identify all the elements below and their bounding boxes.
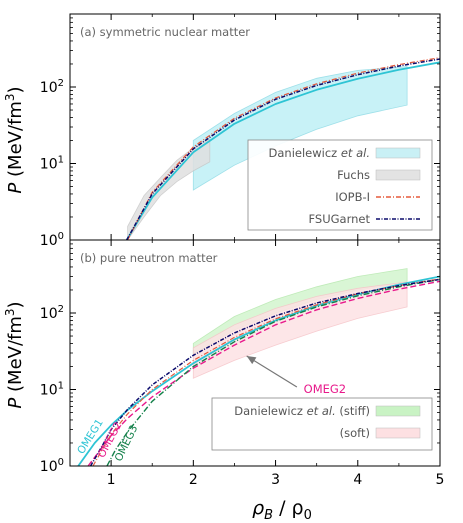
x-tick-label: 5 (436, 472, 445, 488)
series-line-omeg1 (125, 61, 440, 240)
band--soft- (192, 281, 408, 379)
legend-label: IOPB-I (335, 190, 370, 204)
y-tick-label: 102 (40, 78, 64, 96)
panel-title: (a) symmetric nuclear matter (80, 25, 250, 39)
legend-swatch (375, 147, 421, 159)
legend-swatch (375, 169, 421, 181)
x-axis-label: ρB / ρ0 (252, 497, 312, 523)
annotation-label: OMEG2 (304, 382, 346, 396)
legend-box (211, 397, 433, 451)
annotation-arrow-line (246, 355, 298, 388)
legend-label: Danielewicz et al. (269, 146, 371, 160)
legend-label: Danielewicz et al. (stiff) (234, 404, 370, 418)
legend-label: Fuchs (337, 168, 370, 182)
legend-label: (soft) (340, 426, 370, 440)
x-tick-label: 4 (353, 472, 362, 488)
x-tick-label: 1 (107, 472, 116, 488)
legend-label: FSUGarnet (309, 212, 371, 226)
series-line-fsugarnet (89, 278, 440, 466)
panel-a: 100 101 102 (a) symmetric nuclear matter Dan… (40, 13, 441, 249)
annotation-arrow-head (246, 356, 257, 365)
plot-area (125, 57, 440, 240)
panel-b: 1 2 3 4 5 100 101 102 (b) pure neutron matter OME… (40, 239, 445, 488)
y-tick-label: 100 (40, 231, 64, 249)
legend-swatch (375, 405, 421, 417)
series-line-iopb-i (127, 57, 440, 240)
legend-swatch (375, 427, 421, 439)
y-tick-label: 102 (40, 304, 64, 322)
y-tick-label: 101 (40, 154, 64, 172)
y-axis-label-b: P (MeV/fm3) (3, 301, 26, 408)
x-tick-label: 3 (271, 472, 280, 488)
y-axis-label-a: P (MeV/fm3) (3, 86, 26, 193)
series-line-fsugarnet (126, 58, 440, 240)
plot-area (77, 268, 440, 466)
band-danielewicz-et-al- (192, 66, 408, 191)
y-tick-label: 100 (40, 457, 64, 475)
series-line-omeg3 (106, 278, 440, 466)
x-tick-label: 2 (189, 472, 198, 488)
panel-title: (b) pure neutron matter (80, 251, 218, 265)
y-tick-label: 101 (40, 380, 64, 398)
band-fuchs (127, 138, 211, 240)
